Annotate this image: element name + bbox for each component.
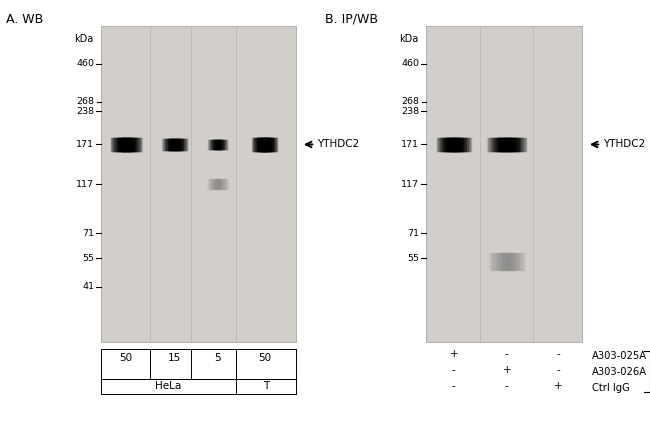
Text: +: + <box>450 349 458 359</box>
Text: 117: 117 <box>76 179 94 189</box>
Text: 55: 55 <box>83 254 94 263</box>
Text: A. WB: A. WB <box>6 13 44 26</box>
Text: 238: 238 <box>76 107 94 116</box>
Text: 15: 15 <box>168 353 181 363</box>
Text: -: - <box>556 349 560 359</box>
Bar <box>426 26 582 342</box>
Text: 460: 460 <box>401 59 419 68</box>
Text: YTHDC2: YTHDC2 <box>603 140 645 149</box>
Text: 171: 171 <box>401 140 419 149</box>
Text: Ctrl IgG: Ctrl IgG <box>592 383 629 393</box>
Text: 268: 268 <box>76 97 94 106</box>
Text: -: - <box>452 381 456 391</box>
Text: B. IP/WB: B. IP/WB <box>325 13 378 26</box>
Text: A303-026A: A303-026A <box>592 367 647 377</box>
Text: 41: 41 <box>83 282 94 291</box>
Text: 50: 50 <box>120 353 133 363</box>
Text: 55: 55 <box>408 254 419 263</box>
Text: 71: 71 <box>83 229 94 238</box>
Bar <box>101 26 296 342</box>
Text: 50: 50 <box>258 353 271 363</box>
Text: -: - <box>452 365 456 375</box>
Text: T: T <box>263 381 269 391</box>
Text: -: - <box>505 349 509 359</box>
Text: -: - <box>505 381 509 391</box>
Text: +: + <box>554 381 563 391</box>
Text: YTHDC2: YTHDC2 <box>317 140 359 149</box>
Text: -: - <box>556 365 560 375</box>
Text: 171: 171 <box>76 140 94 149</box>
Text: kDa: kDa <box>73 33 93 44</box>
Text: 5: 5 <box>214 353 221 363</box>
Text: 268: 268 <box>401 97 419 106</box>
Text: A303-025A: A303-025A <box>592 351 647 361</box>
Text: kDa: kDa <box>398 33 418 44</box>
Text: 117: 117 <box>401 179 419 189</box>
Text: 460: 460 <box>76 59 94 68</box>
Text: HeLa: HeLa <box>155 381 181 391</box>
Text: 71: 71 <box>408 229 419 238</box>
Text: +: + <box>502 365 511 375</box>
Text: 238: 238 <box>401 107 419 116</box>
